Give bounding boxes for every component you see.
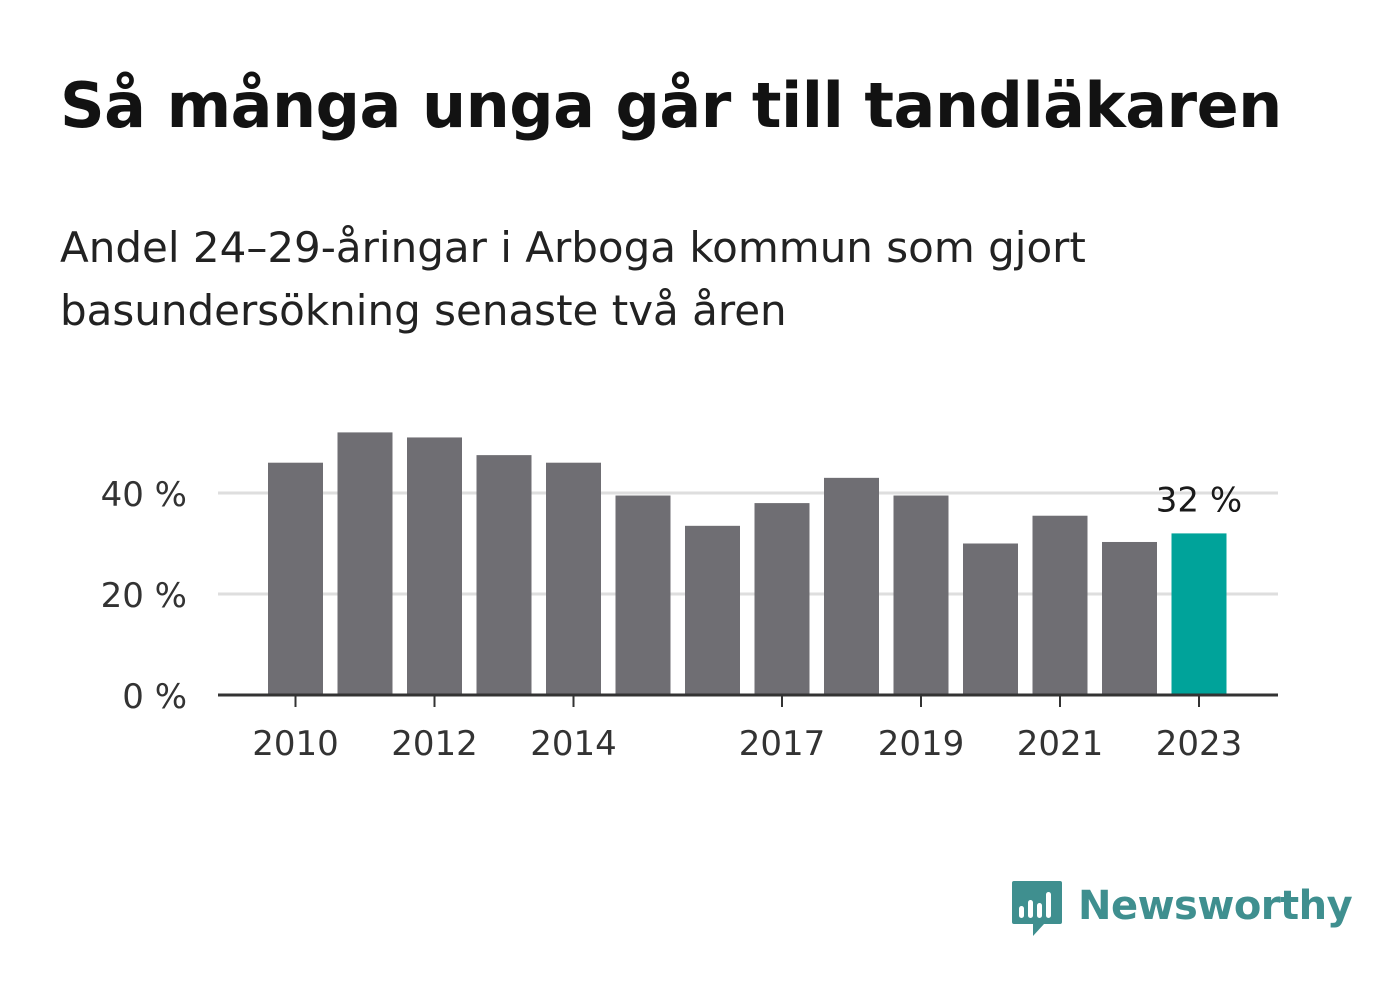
brand-name: Newsworthy	[1078, 883, 1353, 929]
chart-subtitle: Andel 24–29-åringar i Arboga kommun som …	[60, 223, 1086, 335]
x-tick-label: 2023	[1156, 724, 1243, 764]
bar	[407, 437, 462, 695]
grid-lines	[218, 491, 1278, 596]
y-tick-label: 40 %	[101, 475, 187, 515]
y-tick-label: 0 %	[122, 677, 187, 717]
newsworthy-logo-icon	[1012, 881, 1062, 936]
x-tick-label: 2017	[739, 724, 826, 764]
chart-title: Så många unga går till tandläkaren	[60, 69, 1282, 142]
data-labels: 32 %	[1156, 480, 1242, 520]
y-axis-ticks: 0 % 20 % 40 %	[101, 475, 187, 717]
bar	[754, 503, 810, 695]
bar	[337, 432, 393, 695]
bar	[546, 462, 601, 695]
x-tick-label: 2019	[878, 724, 965, 764]
bar	[824, 477, 879, 695]
x-tick-label: 2014	[530, 724, 617, 764]
x-tick-label: 2010	[252, 724, 339, 764]
y-tick-label: 20 %	[101, 576, 187, 616]
x-tick-label: 2021	[1017, 724, 1104, 764]
bar	[893, 495, 949, 695]
bar	[268, 462, 323, 695]
bar	[1032, 515, 1088, 695]
bar	[963, 543, 1018, 695]
brand-logo: Newsworthy	[1010, 878, 1353, 940]
data-label-highlight: 32 %	[1156, 480, 1242, 520]
bar	[615, 495, 671, 695]
x-axis-ticks: 2010 2012 2014 2017 2019 2021 2023	[252, 695, 1242, 764]
bar	[476, 455, 532, 695]
bar-highlighted	[1171, 533, 1227, 695]
bars	[268, 432, 1227, 695]
bar	[685, 525, 740, 695]
bar	[1102, 541, 1157, 695]
x-tick-label: 2012	[391, 724, 478, 764]
